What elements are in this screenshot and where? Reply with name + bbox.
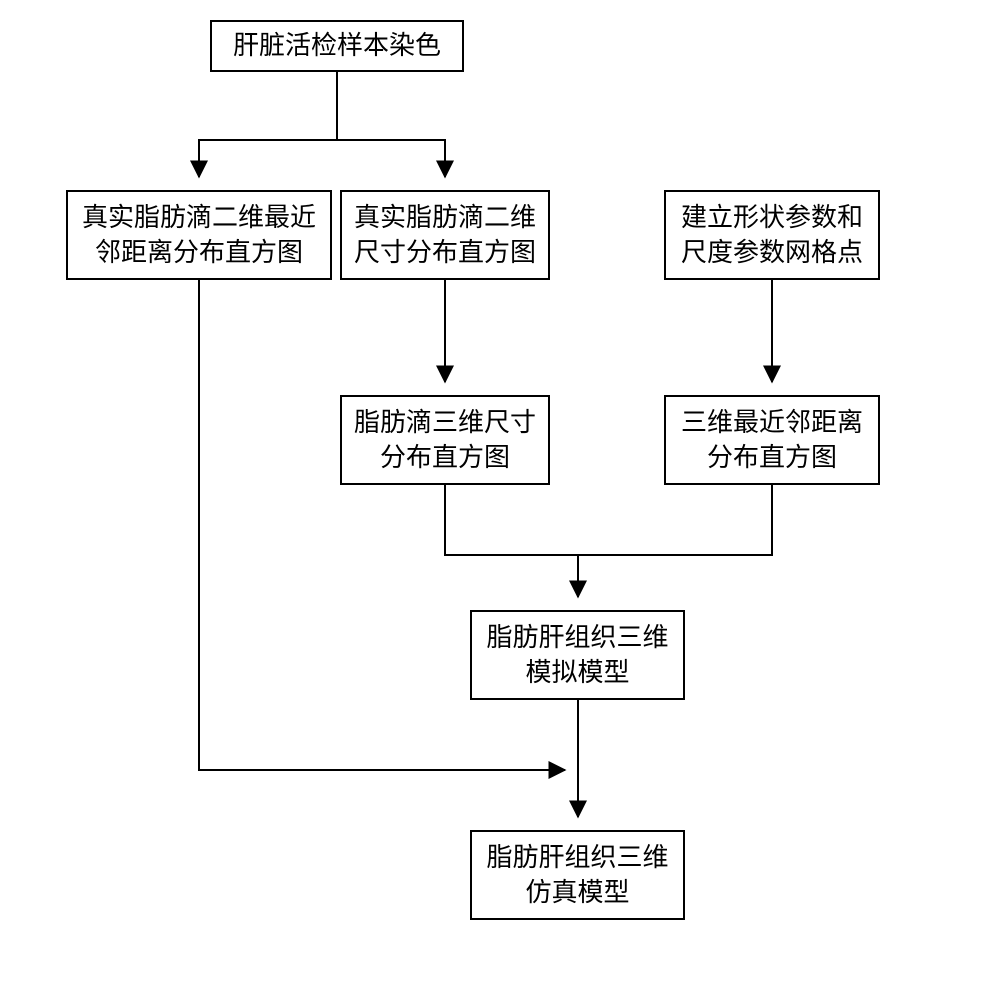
node-label: 脂肪肝组织三维模拟模型: [486, 620, 668, 690]
node-fat-3d-size-hist: 脂肪滴三维尺寸分布直方图: [340, 395, 550, 485]
node-real-fat-2d-size-hist: 真实脂肪滴二维尺寸分布直方图: [340, 190, 550, 280]
node-label: 建立形状参数和尺度参数网格点: [681, 200, 863, 270]
node-label: 三维最近邻距离分布直方图: [681, 405, 863, 475]
node-fatty-liver-3d-sim-model: 脂肪肝组织三维模拟模型: [470, 610, 685, 700]
node-3d-nnd-hist: 三维最近邻距离分布直方图: [664, 395, 880, 485]
edge-e_n6_n7: [578, 485, 772, 555]
flowchart-canvas: 肝脏活检样本染色 真实脂肪滴二维最近邻距离分布直方图 真实脂肪滴二维尺寸分布直方…: [0, 0, 987, 1000]
edge-e_n1_n3: [337, 140, 445, 177]
edge-e_n5_n7: [445, 485, 578, 597]
node-label: 脂肪滴三维尺寸分布直方图: [354, 405, 536, 475]
node-fatty-liver-3d-emu-model: 脂肪肝组织三维仿真模型: [470, 830, 685, 920]
node-label: 肝脏活检样本染色: [233, 28, 441, 63]
node-real-fat-2d-nnd-hist: 真实脂肪滴二维最近邻距离分布直方图: [66, 190, 332, 280]
node-label: 真实脂肪滴二维最近邻距离分布直方图: [82, 200, 316, 270]
node-liver-biopsy-staining: 肝脏活检样本染色: [210, 20, 464, 72]
edge-e_n1_fork: [199, 72, 337, 177]
node-shape-scale-param-grid: 建立形状参数和尺度参数网格点: [664, 190, 880, 280]
node-label: 脂肪肝组织三维仿真模型: [486, 840, 668, 910]
node-label: 真实脂肪滴二维尺寸分布直方图: [354, 200, 536, 270]
